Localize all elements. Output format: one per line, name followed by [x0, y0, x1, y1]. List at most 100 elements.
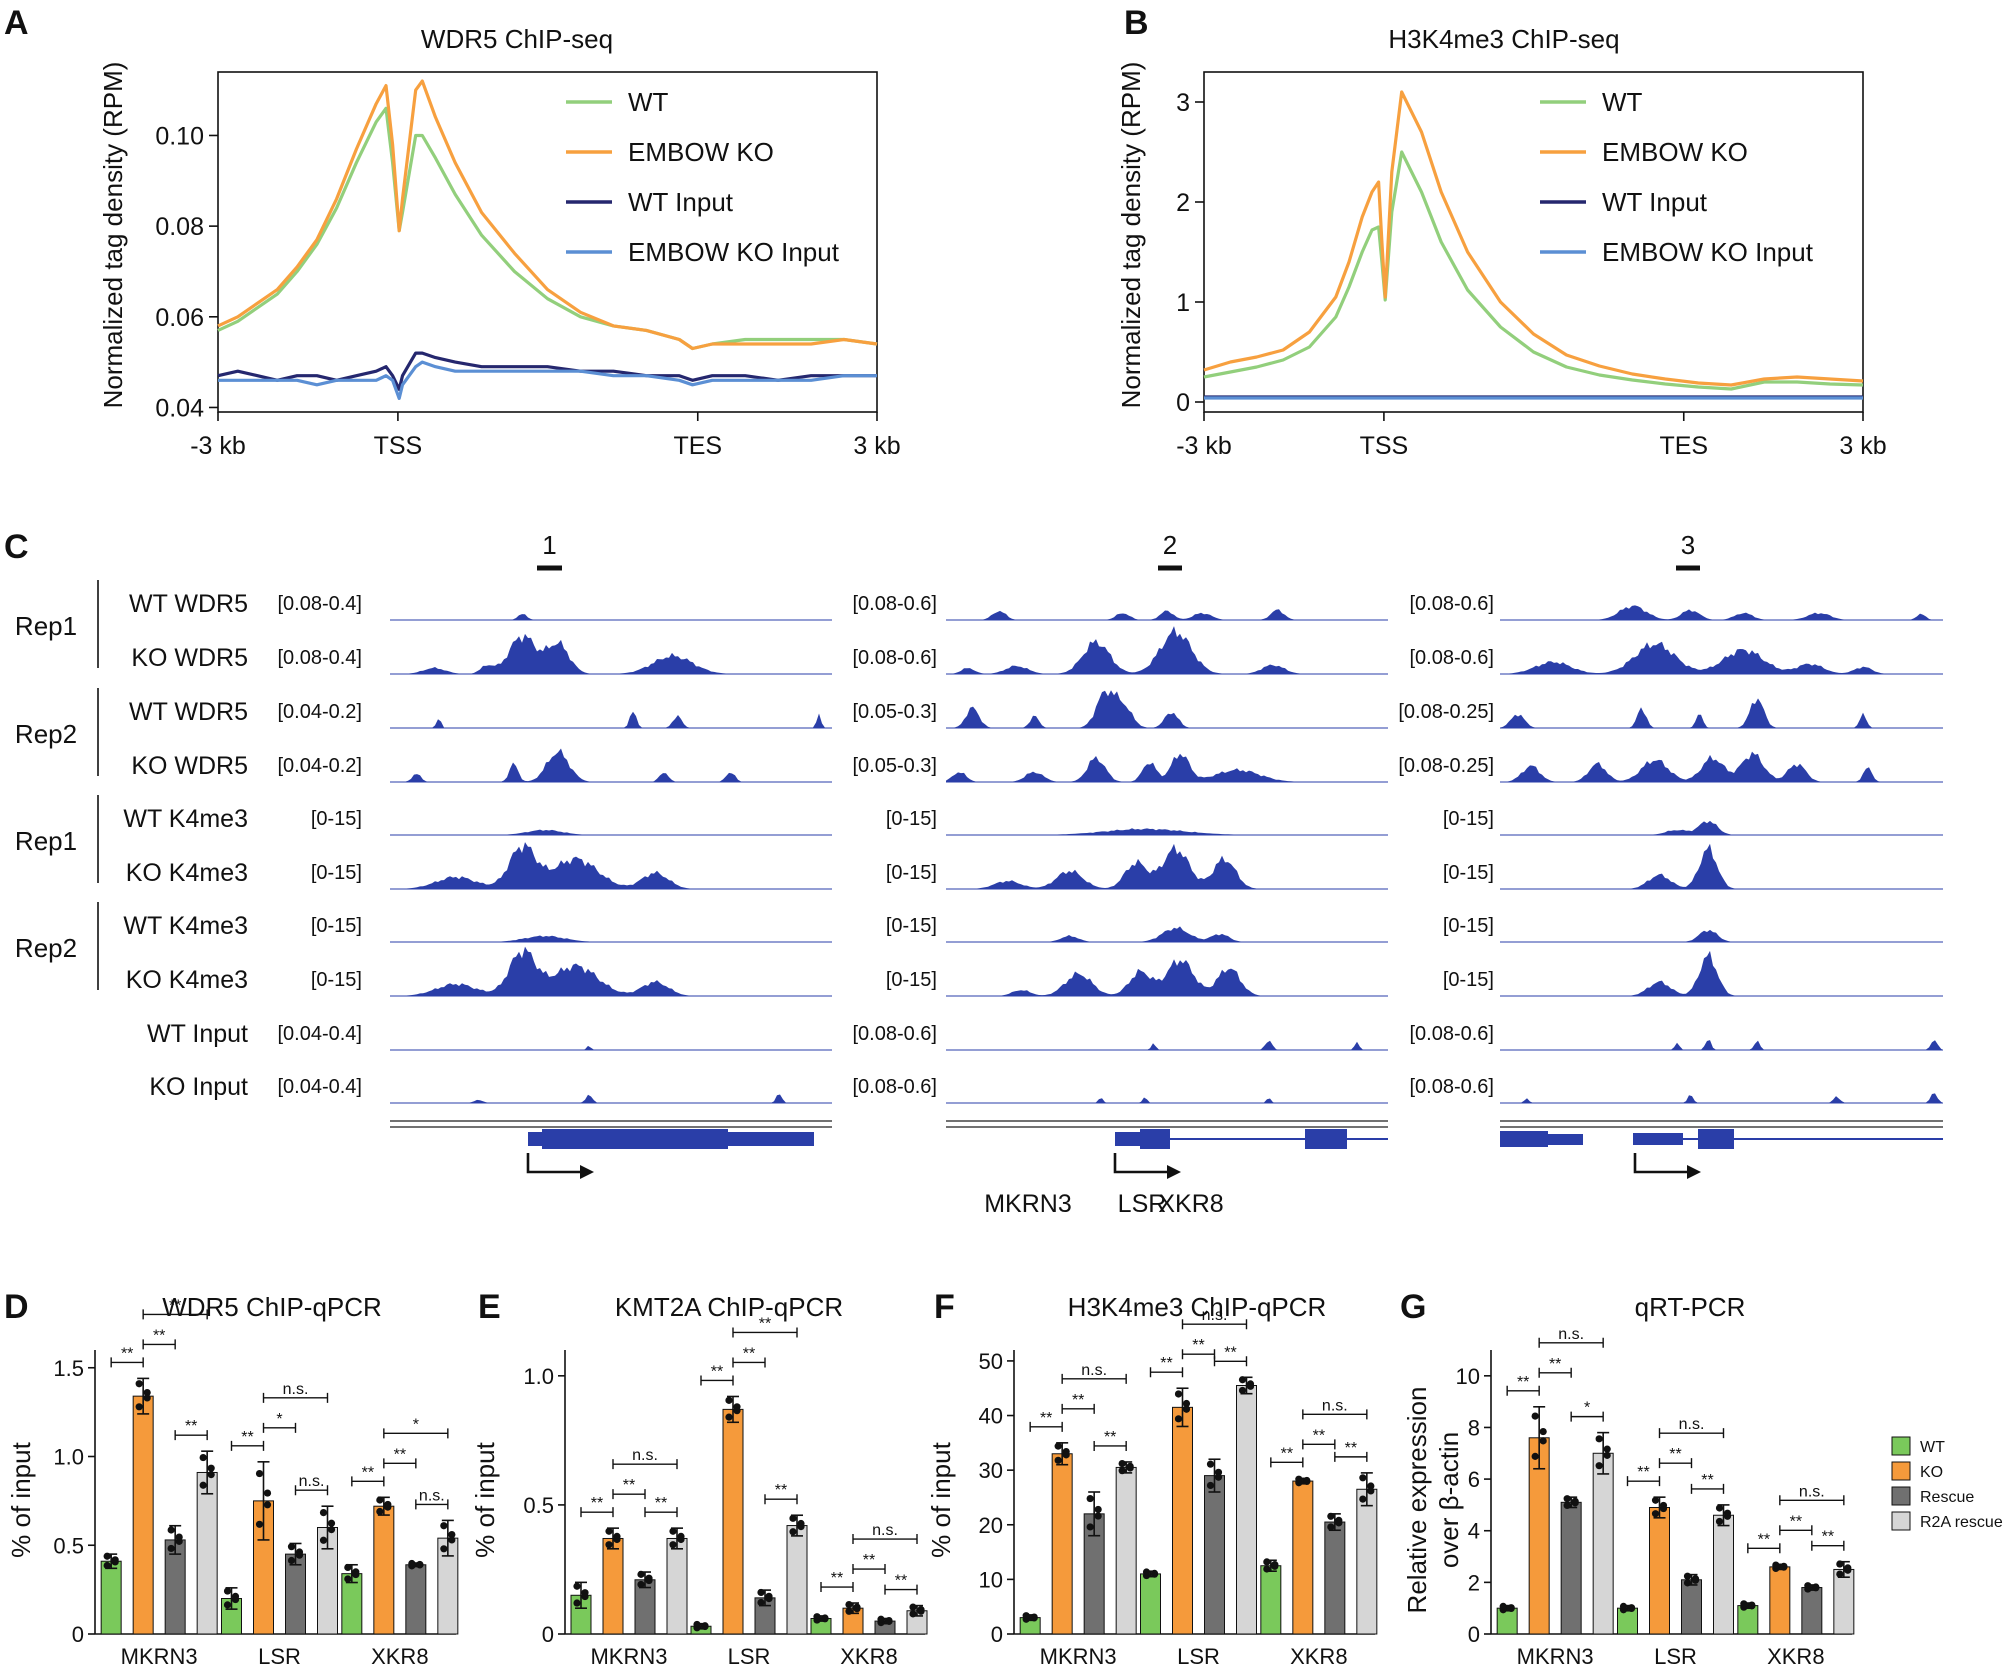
- panel-d-title: WDR5 ChIP-qPCR: [162, 1292, 382, 1322]
- coverage-track: [390, 633, 832, 674]
- replicate-dot: [693, 1620, 701, 1629]
- track-range: [0-15]: [886, 808, 937, 830]
- replicate-dot: [1772, 1561, 1780, 1569]
- significance-label: **: [1669, 1446, 1681, 1463]
- bar: [1649, 1506, 1670, 1635]
- replicate-dot: [1174, 1415, 1183, 1423]
- replicate-dot: [1174, 1390, 1183, 1398]
- replicate-dot: [1206, 1460, 1215, 1468]
- significance-bracket: [1747, 1543, 1781, 1554]
- significance-label: n.s.: [1202, 1307, 1228, 1324]
- significance-label: **: [1192, 1337, 1204, 1354]
- replicate-dot: [1126, 1464, 1134, 1472]
- coverage-track: [390, 935, 832, 942]
- replicate-dot: [1563, 1501, 1571, 1510]
- significance-bracket: [262, 1392, 329, 1403]
- significance-bracket: [764, 1494, 798, 1505]
- significance-label: **: [1701, 1472, 1713, 1489]
- gene-name: MKRN3: [984, 1190, 1072, 1218]
- replicate-dot: [223, 1601, 232, 1609]
- y-tick-label: 1.5: [53, 1356, 84, 1381]
- significance-label: **: [1758, 1531, 1770, 1548]
- significance-label: *: [413, 1416, 419, 1433]
- legend-label: EMBOW KO: [1602, 137, 1748, 167]
- gene-exon: [1540, 1134, 1583, 1145]
- x-tick-label: TSS: [374, 432, 423, 460]
- bar: [285, 1553, 306, 1635]
- significance-bracket: [732, 1327, 798, 1338]
- replicate-dot: [295, 1551, 304, 1559]
- y-tick-label: 0: [1176, 389, 1190, 417]
- gene-name: LSR: [1118, 1190, 1167, 1218]
- replicate-dot: [263, 1489, 272, 1497]
- significance-bracket: [1811, 1540, 1845, 1551]
- coverage-track: [390, 614, 832, 620]
- coverage-track: [390, 946, 832, 996]
- replicate-dot: [223, 1587, 232, 1595]
- replicate-dot: [1627, 1604, 1636, 1613]
- significance-bracket: [142, 1339, 176, 1350]
- gene-exon: [1633, 1133, 1683, 1145]
- significance-bracket: [1570, 1411, 1604, 1422]
- x-tick-label: -3 kb: [1176, 432, 1232, 460]
- legend-label: WT: [1920, 1439, 1945, 1456]
- coverage-track: [1500, 843, 1943, 889]
- y-tick-label: 4: [1468, 1519, 1480, 1544]
- coverage-track: [946, 1040, 1388, 1050]
- track-range: [0.08-0.6]: [1409, 593, 1494, 615]
- replicate-dot: [645, 1576, 653, 1585]
- significance-bracket: [612, 1459, 678, 1470]
- replicate-dot: [885, 1617, 893, 1625]
- legend-swatch: [1891, 1436, 1911, 1456]
- track-name: KO WDR5: [131, 752, 248, 780]
- track-range: [0.08-0.6]: [852, 593, 937, 615]
- replicate-dot: [199, 1481, 207, 1489]
- track-range: [0.08-0.25]: [1398, 701, 1494, 723]
- y-tick-label: 0.10: [155, 122, 204, 150]
- coverage-track: [946, 843, 1388, 889]
- track-range: [0-15]: [886, 915, 937, 937]
- significance-label: **: [1637, 1464, 1649, 1481]
- replicate-dot: [1507, 1604, 1515, 1613]
- panel-c-genome-tracks: WT WDR5 [0.08-0.4] [0.08-0.6] [0.08-0.6] KO …: [15, 530, 1943, 1218]
- significance-label: **: [743, 1345, 755, 1362]
- legend-swatch: [1891, 1511, 1911, 1531]
- replicate-dot: [1271, 1562, 1279, 1570]
- track-range: [0.08-0.6]: [1409, 1023, 1494, 1045]
- significance-bracket: [1302, 1439, 1336, 1450]
- replicate-dot: [384, 1503, 392, 1511]
- replicate-dot: [909, 1603, 917, 1611]
- coverage-track: [1500, 698, 1943, 728]
- replicate-dot: [1691, 1576, 1700, 1584]
- replicate-dot: [263, 1501, 272, 1509]
- significance-label: **: [1549, 1356, 1561, 1373]
- category-label: MKRN3: [1517, 1644, 1594, 1669]
- replicate-dot: [167, 1544, 175, 1553]
- replicate-dot: [1651, 1510, 1660, 1518]
- significance-label: **: [775, 1482, 787, 1499]
- replicate-dot: [1238, 1376, 1247, 1384]
- significance-bracket: [1538, 1337, 1604, 1348]
- replicate-dot: [231, 1595, 240, 1604]
- region-number: 3: [1681, 530, 1695, 560]
- track-range: [0-15]: [1443, 862, 1494, 884]
- replicate-dot: [207, 1471, 215, 1479]
- replicate-dot: [408, 1559, 416, 1568]
- replicate-dot: [1062, 1451, 1070, 1459]
- significance-label: **: [759, 1315, 771, 1332]
- replicate-dot: [327, 1519, 336, 1527]
- significance-bracket: [732, 1357, 766, 1368]
- track-range: [0.08-0.6]: [852, 1023, 937, 1045]
- panel-label-b: B: [1124, 4, 1149, 42]
- significance-label: n.s.: [872, 1522, 898, 1539]
- bar: [405, 1564, 427, 1635]
- replicate-dot: [344, 1575, 352, 1583]
- panel-e-bar-chart: 00.51.0% of inputMKRN3******n.s.LSR*****…: [470, 1315, 928, 1669]
- ko-input-line: [218, 360, 877, 400]
- coverage-track: [390, 829, 832, 835]
- significance-label: n.s.: [283, 1381, 309, 1398]
- significance-bracket: [1690, 1483, 1725, 1494]
- replicate-dot: [1150, 1570, 1159, 1578]
- category-label: XKR8: [1290, 1644, 1347, 1669]
- significance-bracket: [1506, 1385, 1540, 1396]
